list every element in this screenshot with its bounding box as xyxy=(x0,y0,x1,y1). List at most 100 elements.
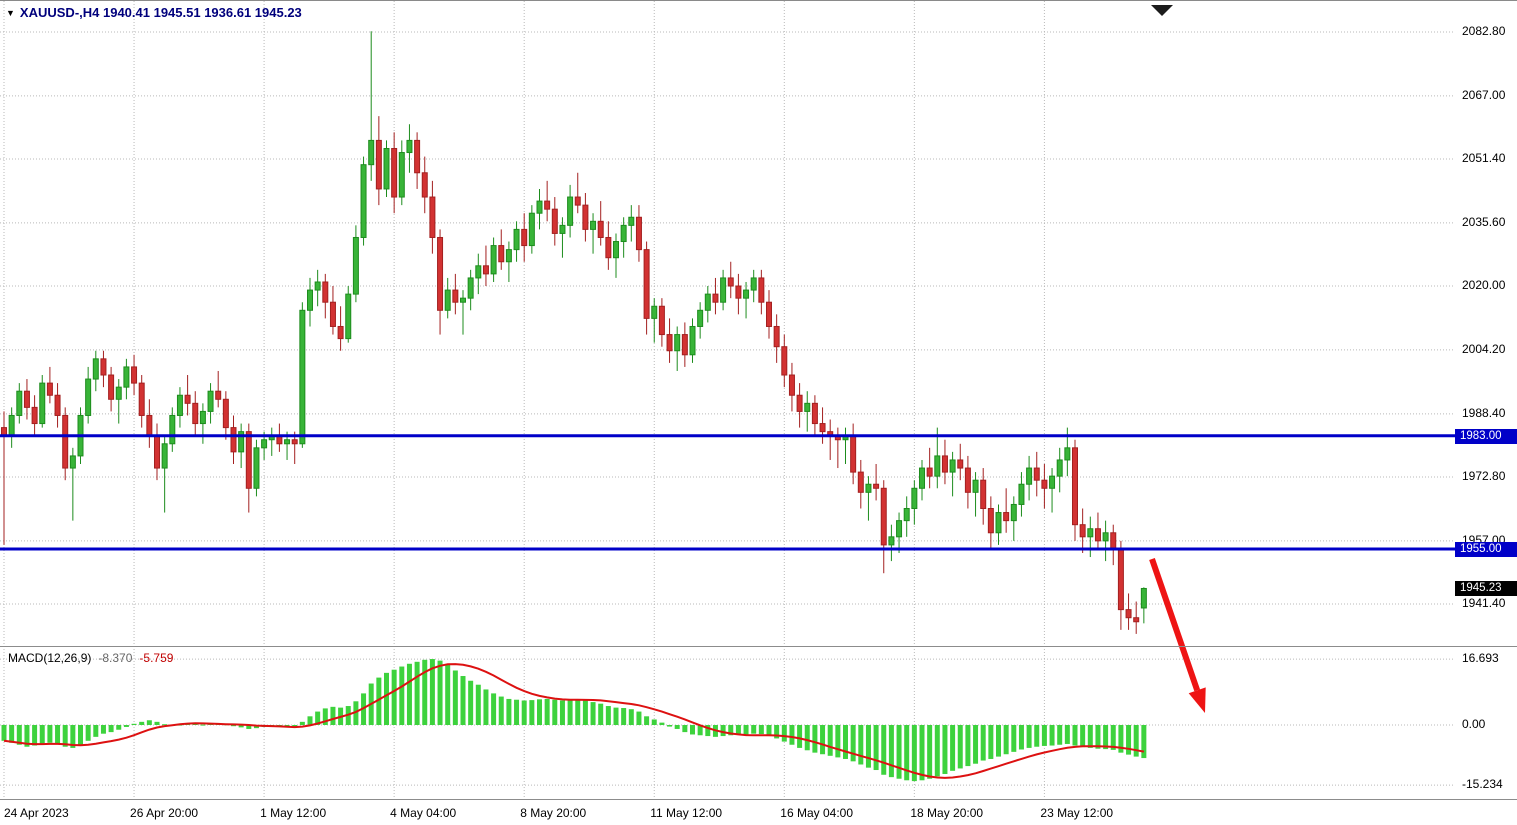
macd-histogram-bar xyxy=(1,725,7,741)
candle-body xyxy=(1110,532,1117,550)
macd-histogram-bar xyxy=(330,706,336,725)
macd-signal-value: -5.759 xyxy=(139,651,174,665)
candle-body xyxy=(995,512,1002,534)
macd-main-value: -8.370 xyxy=(98,651,133,665)
macd-histogram-bar xyxy=(292,725,298,727)
candle-body xyxy=(375,139,382,190)
candle-body xyxy=(23,390,30,408)
candle-body xyxy=(138,382,145,416)
macd-histogram-bar xyxy=(1049,725,1055,746)
macd-histogram-bar xyxy=(927,725,933,779)
candle-body xyxy=(16,390,23,416)
macd-histogram-bar xyxy=(942,725,948,774)
price-axis-label: 1972.80 xyxy=(1462,468,1506,483)
macd-histogram-bar xyxy=(1003,725,1009,755)
candle-body xyxy=(964,467,971,493)
candle-body xyxy=(880,487,887,546)
price-axis-label: 1988.40 xyxy=(1462,405,1506,420)
macd-histogram-bar xyxy=(1026,725,1032,748)
macd-histogram-bar xyxy=(858,725,864,765)
candle-body xyxy=(467,277,474,299)
candle-body xyxy=(735,285,742,299)
candle-body xyxy=(651,305,658,319)
candle-body xyxy=(69,455,76,469)
candle-body xyxy=(46,382,53,396)
candle-body xyxy=(299,309,306,445)
macd-axis-label: -15.234 xyxy=(1462,777,1503,792)
macd-histogram-bar xyxy=(1103,725,1109,750)
macd-histogram-bar xyxy=(843,725,848,759)
candle-body xyxy=(873,483,880,489)
macd-histogram-bar xyxy=(62,725,68,747)
macd-histogram-bar xyxy=(965,725,971,767)
chart-shift-marker-icon[interactable] xyxy=(1151,5,1173,16)
macd-histogram-bar xyxy=(55,725,61,744)
macd-histogram-bar xyxy=(605,706,611,725)
macd-histogram-bar xyxy=(123,725,129,727)
macd-histogram-bar xyxy=(1072,725,1078,746)
macd-histogram-bar xyxy=(246,725,252,729)
panel-separator[interactable] xyxy=(0,646,1517,647)
macd-histogram-bar xyxy=(100,725,106,734)
macd-histogram-bar xyxy=(39,725,45,744)
time-axis-separator xyxy=(0,799,1517,800)
candle-body xyxy=(888,536,895,546)
candle-body xyxy=(796,394,803,412)
macd-histogram-bar xyxy=(93,725,99,737)
macd-histogram-bar xyxy=(758,725,764,735)
macd-histogram-bar xyxy=(32,725,38,746)
quote-dropdown-icon[interactable]: ▼ xyxy=(6,7,15,18)
macd-histogram-bar xyxy=(322,708,328,725)
time-axis-label: 4 May 04:00 xyxy=(390,806,457,820)
candle-body xyxy=(857,471,864,493)
candle-body xyxy=(1049,475,1056,489)
macd-histogram-bar xyxy=(116,725,122,730)
candle-body xyxy=(980,479,987,510)
trend-arrow-head[interactable] xyxy=(1188,687,1206,713)
candle-body xyxy=(1094,528,1101,542)
candle-body xyxy=(1140,587,1147,609)
candle-body xyxy=(307,289,313,311)
macd-histogram-bar xyxy=(353,701,359,725)
macd-histogram-bar xyxy=(781,725,787,742)
candle-body xyxy=(284,439,291,445)
macd-histogram-bar xyxy=(1110,725,1116,750)
time-axis-label: 24 Apr 2023 xyxy=(4,806,69,820)
macd-histogram-bar xyxy=(1018,725,1024,750)
macd-histogram-bar xyxy=(950,725,956,771)
time-axis-label: 8 May 20:00 xyxy=(520,806,587,820)
macd-histogram-bar xyxy=(9,725,15,743)
price-axis[interactable]: 2082.80 2067.00 2051.40 2035.60 2020.00 2004.… xyxy=(1455,1,1517,799)
macd-histogram-bar xyxy=(78,725,83,745)
time-axis-label: 26 Apr 20:00 xyxy=(130,806,199,820)
candle-body xyxy=(712,293,719,303)
symbol-ohlc-title: XAUUSD-,H4 1940.41 1945.51 1936.61 1945.… xyxy=(19,5,302,20)
candle-body xyxy=(261,439,268,449)
trend-arrow-shaft[interactable] xyxy=(1149,558,1201,692)
candle-body xyxy=(567,196,574,226)
candle-body xyxy=(154,435,160,469)
candle-body xyxy=(475,265,482,279)
time-axis[interactable]: 24 Apr 2023 26 Apr 20:00 1 May 12:00 4 May … xyxy=(0,800,1517,825)
candle-body xyxy=(108,374,115,400)
chart-canvas[interactable] xyxy=(0,1,1455,799)
macd-histogram-bar xyxy=(429,659,435,725)
candle-body xyxy=(345,293,352,340)
candle-body xyxy=(674,334,681,352)
candle-body xyxy=(781,346,788,376)
macd-histogram-bar xyxy=(521,700,527,725)
candle-body xyxy=(788,374,795,396)
macd-axis-label: 16.693 xyxy=(1462,651,1499,666)
candle-body xyxy=(987,508,994,534)
candle-body xyxy=(689,325,696,356)
macd-histogram-bar xyxy=(1095,725,1101,749)
candle-body xyxy=(590,220,597,230)
macd-histogram-bar xyxy=(881,725,887,775)
macd-axis-label: 0.00 xyxy=(1462,717,1486,731)
macd-histogram-bar xyxy=(552,699,558,725)
candle-body xyxy=(620,224,627,243)
candle-body xyxy=(1033,467,1040,481)
price-axis-label: 1941.40 xyxy=(1462,595,1506,610)
macd-histogram-bar xyxy=(697,725,703,736)
macd-histogram-bar xyxy=(582,700,588,725)
